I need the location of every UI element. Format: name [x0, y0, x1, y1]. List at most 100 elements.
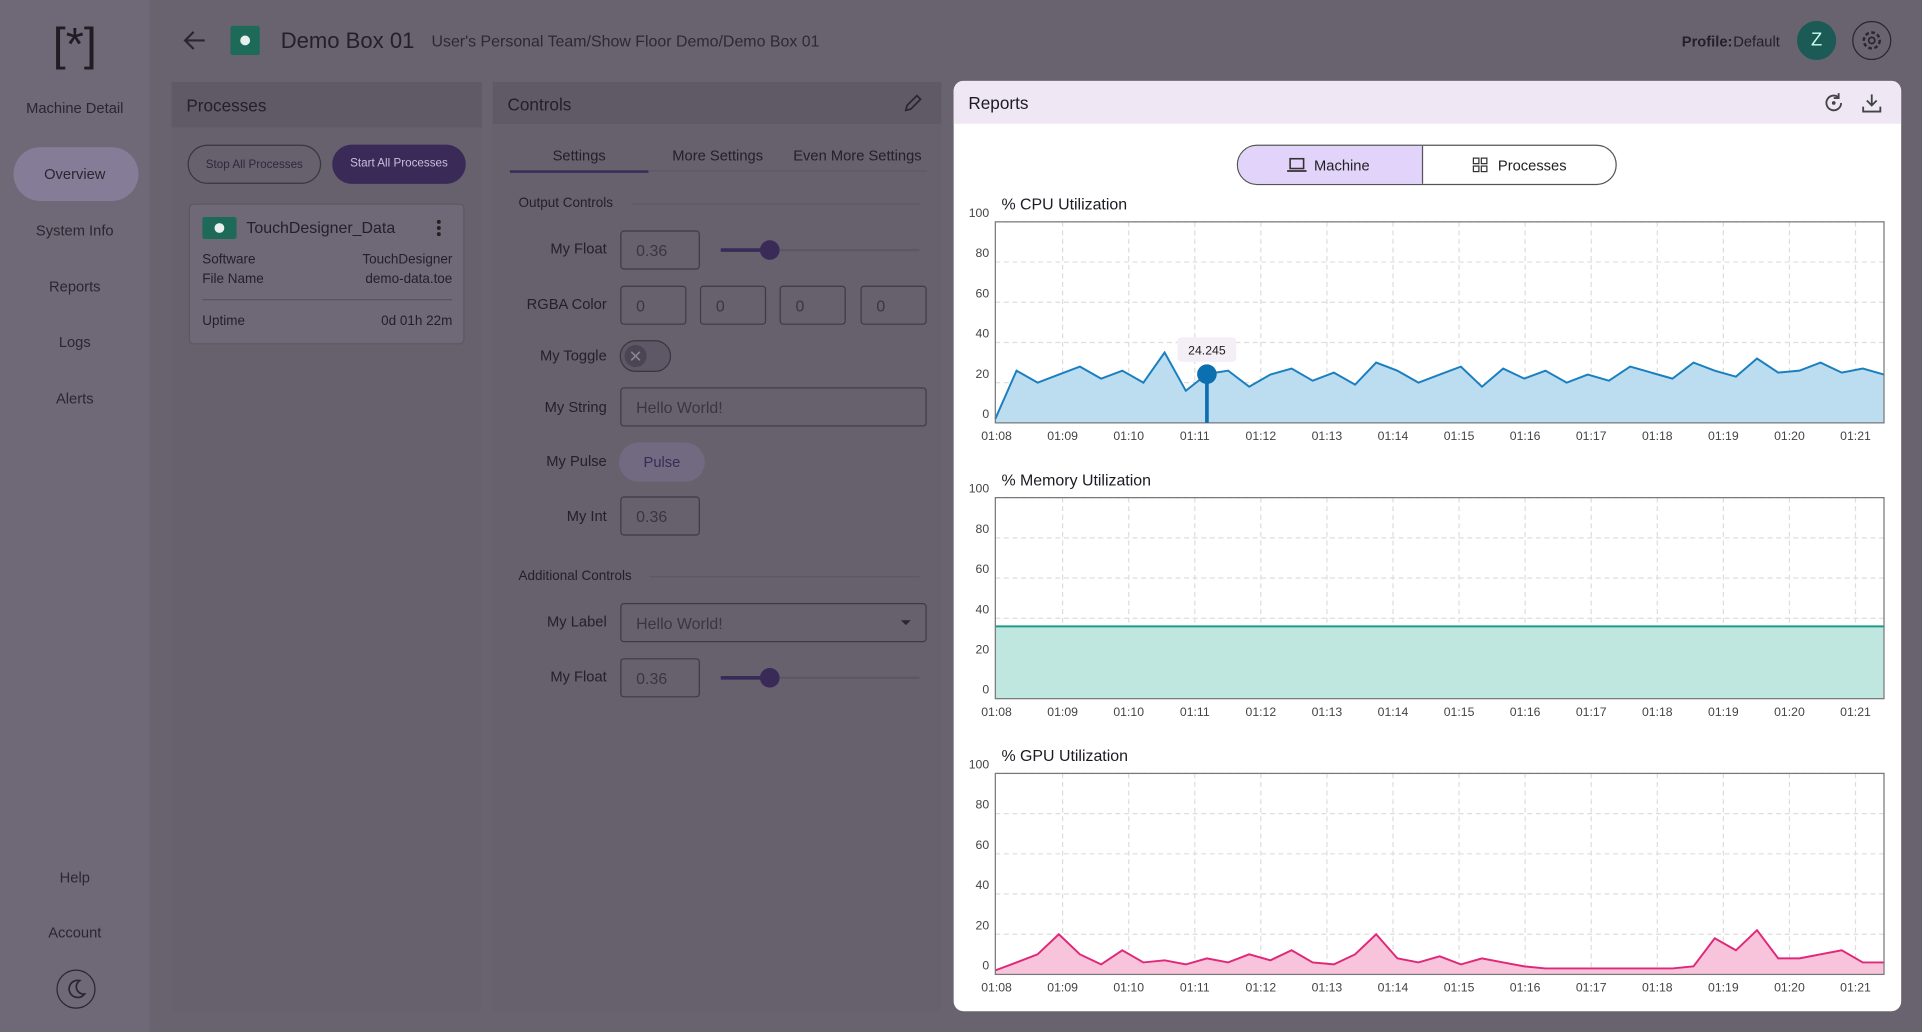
tab[interactable]: Even More Settings: [793, 147, 922, 165]
control-label: RGBA Color: [526, 295, 607, 313]
toggle[interactable]: [619, 340, 672, 373]
section-rule: [649, 576, 920, 578]
nav-item[interactable]: Reports: [49, 278, 101, 296]
control-label: My Int: [566, 507, 607, 525]
x-tick-label: 01:08: [981, 429, 1012, 443]
toggle-option[interactable]: Machine: [1314, 156, 1370, 175]
x-tick-label: 01:20: [1774, 981, 1805, 995]
y-tick-label: 20: [976, 918, 990, 932]
start-button[interactable]: Start All Processes: [332, 144, 466, 184]
profile-value[interactable]: Default: [1733, 33, 1780, 51]
theme-toggle[interactable]: [55, 968, 97, 1010]
back-arrow[interactable]: [181, 28, 208, 53]
y-tick-label: 0: [982, 407, 989, 421]
y-tick-label: 100: [969, 206, 990, 220]
x-tick-label: 01:18: [1642, 705, 1673, 719]
y-tick-label: 0: [982, 959, 989, 973]
settings-button[interactable]: [1851, 20, 1893, 62]
avatar[interactable]: Z: [1796, 20, 1837, 61]
control-label: My Toggle: [539, 346, 607, 365]
x-tick-label: 01:19: [1708, 705, 1739, 719]
tab-rule: [509, 170, 927, 172]
logo: [*]: [52, 19, 97, 72]
toggle-option[interactable]: Processes: [1497, 156, 1567, 175]
row-label: File Name: [202, 272, 264, 287]
x-tick-label: 01:09: [1047, 705, 1078, 719]
x-tick-label: 01:14: [1378, 705, 1409, 719]
download-icon[interactable]: [1861, 92, 1883, 114]
row-label: Software: [202, 252, 256, 268]
x-tick-label: 01:13: [1312, 705, 1343, 719]
slider[interactable]: [718, 666, 921, 691]
row-value: TouchDesigner: [362, 252, 453, 268]
row-value: demo-data.toe: [365, 272, 453, 287]
x-tick-label: 01:15: [1444, 705, 1475, 719]
number-input[interactable]: 0.36: [620, 496, 700, 536]
pulse-button[interactable]: Pulse: [619, 442, 705, 482]
x-tick-label: 01:16: [1510, 429, 1541, 443]
tooltip-box: [1177, 337, 1237, 362]
x-tick-label: 01:21: [1840, 429, 1871, 443]
tab[interactable]: More Settings: [672, 147, 764, 165]
y-tick-label: 40: [976, 878, 990, 892]
slider[interactable]: [718, 238, 921, 263]
nav-item[interactable]: System Info: [35, 221, 114, 240]
nav-item[interactable]: Account: [48, 924, 102, 942]
nav-active: [13, 147, 139, 202]
tab-indicator: [509, 170, 649, 173]
area: [995, 930, 1885, 975]
x-tick-label: 01:20: [1774, 429, 1805, 443]
x-tick-label: 01:19: [1708, 981, 1739, 995]
nav-item[interactable]: Help: [59, 869, 90, 887]
tooltip-dot: [1197, 364, 1217, 384]
number-input[interactable]: 0: [779, 285, 846, 325]
refresh-icon[interactable]: [1823, 92, 1845, 114]
profile-label: Profile:: [1681, 33, 1733, 51]
stop-button[interactable]: Stop All Processes: [187, 144, 322, 184]
nav-item[interactable]: Alerts: [55, 389, 94, 407]
panel-header: [492, 82, 942, 124]
y-tick-label: 40: [976, 602, 990, 616]
x-tick-label: 01:08: [981, 705, 1012, 719]
row-value: 0d 01h 22m: [381, 313, 453, 329]
text-input[interactable]: Hello World!: [620, 387, 927, 427]
nav-item[interactable]: Logs: [58, 333, 91, 351]
number-input[interactable]: 0: [860, 285, 927, 325]
number-input[interactable]: 0: [620, 285, 687, 325]
x-tick-label: 01:18: [1642, 429, 1673, 443]
x-tick-label: 01:14: [1378, 429, 1409, 443]
panel-header: [953, 80, 1902, 124]
y-tick-label: 100: [969, 758, 990, 772]
x-tick-label: 01:21: [1840, 705, 1871, 719]
dropdown-arrow: [900, 620, 911, 626]
area: [995, 626, 1885, 699]
menu-dots[interactable]: [434, 218, 444, 238]
y-tick-label: 60: [976, 286, 990, 300]
x-tick-label: 01:09: [1047, 981, 1078, 995]
chart-title: % CPU Utilization: [1001, 197, 1127, 214]
edit-icon[interactable]: [903, 93, 923, 113]
chart: % CPU Utilization 0 20 40 60 80 100 01:08 01:09 0…: [969, 197, 1885, 443]
section-rule: [631, 203, 920, 205]
plot-frame: [994, 772, 1885, 976]
x-tick-label: 01:16: [1510, 705, 1541, 719]
control-label: My Float: [550, 668, 607, 686]
control-label: My String: [544, 398, 607, 416]
breadcrumb: User's Personal Team/Show Floor Demo/Dem…: [431, 31, 820, 51]
control-label: My Label: [547, 612, 607, 631]
x-tick-label: 01:12: [1246, 429, 1277, 443]
section-title: Additional Controls: [518, 568, 632, 584]
y-tick-label: 100: [969, 482, 990, 496]
grid-icon: [1472, 157, 1488, 173]
panel-title: Reports: [968, 93, 1029, 113]
x-tick-label: 01:17: [1576, 981, 1607, 995]
tab[interactable]: Settings: [552, 147, 606, 165]
dropdown[interactable]: Hello World!: [620, 603, 927, 643]
number-input[interactable]: 0: [699, 285, 767, 325]
control-label: My Float: [550, 240, 607, 258]
divider: [202, 299, 453, 301]
number-input[interactable]: 0.36: [620, 230, 700, 270]
nav-item[interactable]: Overview: [44, 165, 106, 183]
number-input[interactable]: 0.36: [620, 658, 700, 698]
